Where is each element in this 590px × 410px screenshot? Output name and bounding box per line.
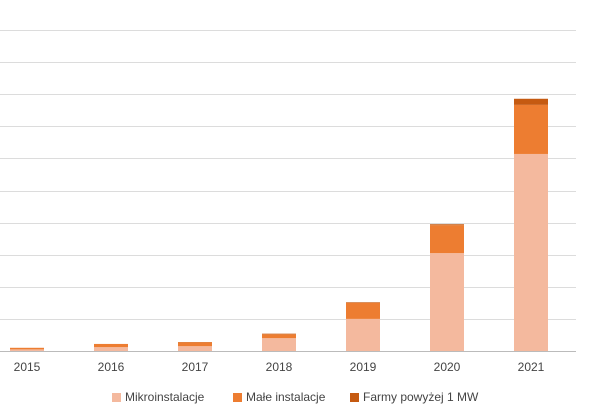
bar-segment	[346, 302, 380, 303]
bar-segment	[346, 318, 380, 351]
x-tick-label: 2020	[434, 360, 461, 374]
x-tick-label: 2021	[518, 360, 545, 374]
bar-segment	[430, 225, 464, 254]
bar-segment	[430, 224, 464, 226]
bar-segment	[514, 153, 548, 351]
bar-segment	[346, 302, 380, 319]
bar-segment	[430, 253, 464, 351]
x-tick-label: 2015	[14, 360, 41, 374]
bar-segment	[178, 342, 212, 347]
x-tick-label: 2016	[98, 360, 125, 374]
x-tick-label: 2018	[266, 360, 293, 374]
legend-swatch	[112, 393, 121, 402]
bar-segment	[262, 338, 296, 351]
bar-segment	[514, 104, 548, 154]
bar-segment	[262, 333, 296, 335]
bar-segment	[262, 334, 296, 339]
x-tick-label: 2019	[350, 360, 377, 374]
legend-label: Małe instalacje	[246, 390, 326, 404]
legend-label: Mikroinstalacje	[125, 390, 205, 404]
bar-segment	[514, 98, 548, 105]
bar-segment	[178, 346, 212, 351]
x-tick-label: 2017	[182, 360, 209, 374]
bar-segment	[94, 343, 128, 348]
bar-segment	[94, 347, 128, 351]
bar-segment	[10, 349, 44, 351]
legend-swatch	[233, 393, 242, 402]
legend-swatch	[350, 393, 359, 402]
legend-label: Farmy powyżej 1 MW	[363, 390, 479, 404]
bar-segment	[10, 347, 44, 350]
